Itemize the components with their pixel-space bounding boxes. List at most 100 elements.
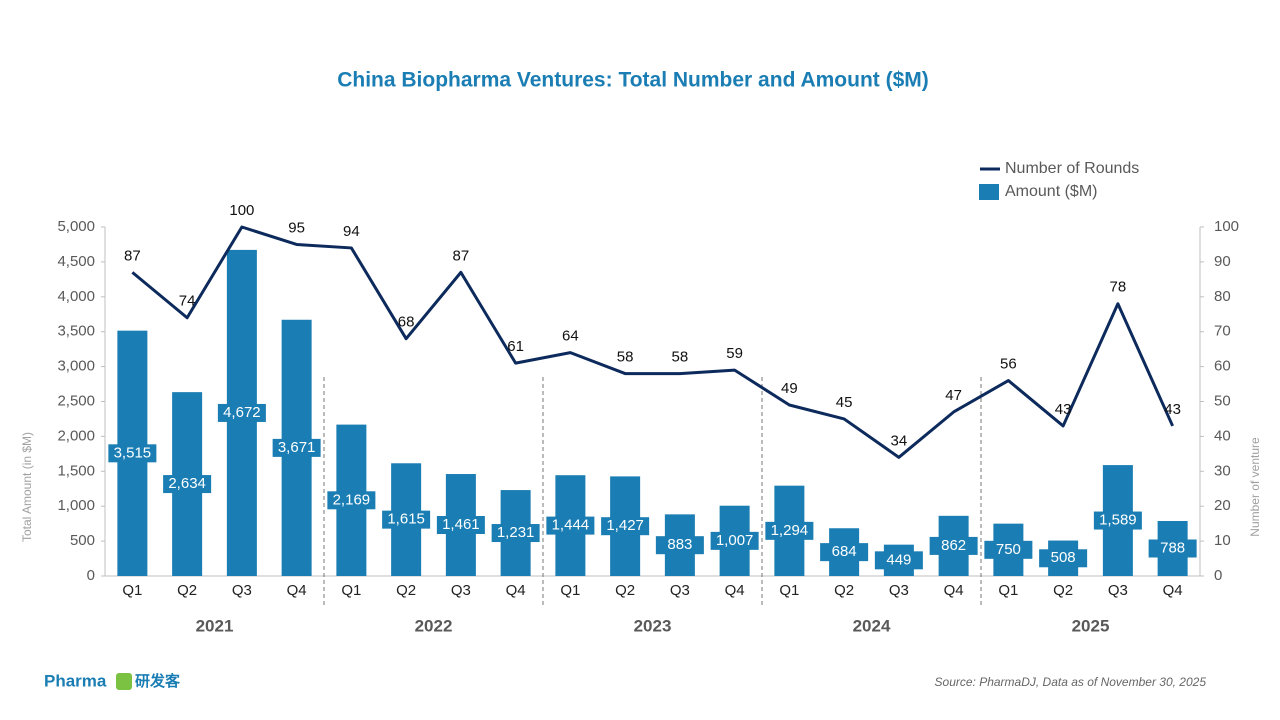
- line-value-label: 100: [229, 202, 254, 219]
- line-value-label: 68: [398, 314, 415, 331]
- y-tick-label: 5,000: [57, 218, 95, 235]
- line-value-label: 95: [288, 219, 305, 236]
- year-label: 2022: [415, 616, 453, 635]
- y2-tick-label: 80: [1214, 288, 1231, 305]
- x-tick-label: Q4: [944, 582, 964, 599]
- x-tick-label: Q3: [232, 582, 252, 599]
- line-value-label: 43: [1164, 401, 1181, 418]
- y2-tick-label: 60: [1214, 358, 1231, 375]
- value-label-box: [546, 516, 595, 535]
- y2-axis-title: Number of venture: [1248, 437, 1262, 537]
- value-label-box: [601, 517, 650, 536]
- y2-tick-label: 70: [1214, 323, 1231, 340]
- bar-value-label: 3,671: [278, 439, 316, 456]
- y2-tick-label: 0: [1214, 567, 1222, 584]
- y-tick-label: 1,500: [57, 462, 95, 479]
- line-value-label: 61: [507, 338, 524, 355]
- value-label-box: [491, 524, 540, 543]
- x-tick-label: Q1: [122, 582, 142, 599]
- bar-value-label: 2,634: [168, 475, 206, 492]
- legend-label: Number of Rounds: [1005, 160, 1139, 177]
- y2-tick-label: 30: [1214, 462, 1231, 479]
- line-value-label: 87: [453, 247, 470, 264]
- bar-value-label: 788: [1160, 539, 1185, 556]
- line-value-label: 43: [1055, 401, 1072, 418]
- line: [131, 225, 1174, 459]
- bar-value-label: 1,427: [606, 517, 644, 534]
- value-label-box: [217, 403, 266, 422]
- bar-value-label: 1,444: [552, 517, 590, 534]
- bar-value-label: 4,672: [223, 404, 261, 421]
- y2-tick-label: 100: [1214, 218, 1239, 235]
- y-tick-label: 4,000: [57, 288, 95, 305]
- value-label-box: [929, 536, 978, 555]
- value-label-box: [272, 438, 321, 457]
- bar-value-label: 508: [1051, 549, 1076, 566]
- line-value-label: 58: [672, 349, 689, 366]
- bar-value-label: 883: [667, 536, 692, 553]
- year-label: 2023: [634, 616, 672, 635]
- x-tick-label: Q2: [177, 582, 197, 599]
- line-value-label: 49: [781, 380, 798, 397]
- x-tick-label: Q2: [615, 582, 635, 599]
- value-label-box: [327, 491, 376, 510]
- y-tick-label: 1,000: [57, 497, 95, 514]
- value-label-box: [163, 475, 212, 494]
- y-tick-label: 500: [70, 532, 95, 549]
- logo-icon: [116, 673, 132, 690]
- value-label-box: [765, 521, 814, 540]
- line-value-label: 78: [1110, 279, 1127, 296]
- bar-value-label: 1,294: [771, 522, 809, 539]
- x-tick-label: Q3: [670, 582, 690, 599]
- y2-tick-label: 20: [1214, 497, 1231, 514]
- value-label-box: [108, 444, 157, 463]
- y-tick-label: 2,000: [57, 427, 95, 444]
- y2-tick-label: 10: [1214, 532, 1231, 549]
- value-label-box: [1039, 549, 1088, 568]
- bar-value-label: 862: [941, 537, 966, 554]
- bar-value-label: 750: [996, 541, 1021, 558]
- x-tick-label: Q3: [889, 582, 909, 599]
- x-tick-label: Q2: [1053, 582, 1073, 599]
- y-tick-label: 4,500: [57, 253, 95, 270]
- x-tick-label: Q1: [998, 582, 1018, 599]
- line-value-label: 45: [836, 394, 853, 411]
- value-label-box: [436, 516, 485, 535]
- line-value-label: 94: [343, 223, 360, 240]
- y2-tick-label: 90: [1214, 253, 1231, 270]
- x-tick-label: Q3: [1108, 582, 1128, 599]
- x-tick-label: Q2: [396, 582, 416, 599]
- value-label-box: [874, 551, 923, 570]
- line-value-label: 59: [726, 345, 743, 362]
- x-tick-label: Q3: [451, 582, 471, 599]
- y-tick-label: 3,500: [57, 323, 95, 340]
- line-value-label: 56: [1000, 356, 1017, 373]
- bar-value-label: 1,231: [497, 524, 535, 541]
- year-label: 2021: [196, 616, 234, 635]
- x-tick-label: Q4: [725, 582, 745, 599]
- x-tick-label: Q1: [779, 582, 799, 599]
- bar-value-label: 3,515: [114, 444, 152, 461]
- source-note: Source: PharmaDJ, Data as of November 30…: [935, 675, 1207, 689]
- x-tick-label: Q4: [1163, 582, 1183, 599]
- year-label: 2024: [853, 616, 891, 635]
- year-label: 2025: [1072, 616, 1110, 635]
- x-tick-label: Q1: [560, 582, 580, 599]
- brand-logo-cn: 研发客: [135, 672, 181, 690]
- legend-label: Amount ($M): [1005, 183, 1097, 200]
- value-label-box: [820, 543, 869, 562]
- line-value-label: 58: [617, 349, 634, 366]
- value-label-box: [710, 531, 759, 550]
- line-value-label: 34: [891, 432, 908, 449]
- chart-title: China Biopharma Ventures: Total Number a…: [337, 69, 929, 92]
- line-value-label: 87: [124, 247, 141, 264]
- line-value-label: 47: [945, 387, 962, 404]
- y-axis-title: Total Amount (in $M): [20, 432, 34, 542]
- value-label-box: [984, 540, 1033, 559]
- y-tick-label: 2,500: [57, 392, 95, 409]
- y2-tick-label: 40: [1214, 427, 1231, 444]
- y-tick-label: 3,000: [57, 358, 95, 375]
- x-tick-label: Q2: [834, 582, 854, 599]
- brand-logo: Pharma: [44, 671, 107, 690]
